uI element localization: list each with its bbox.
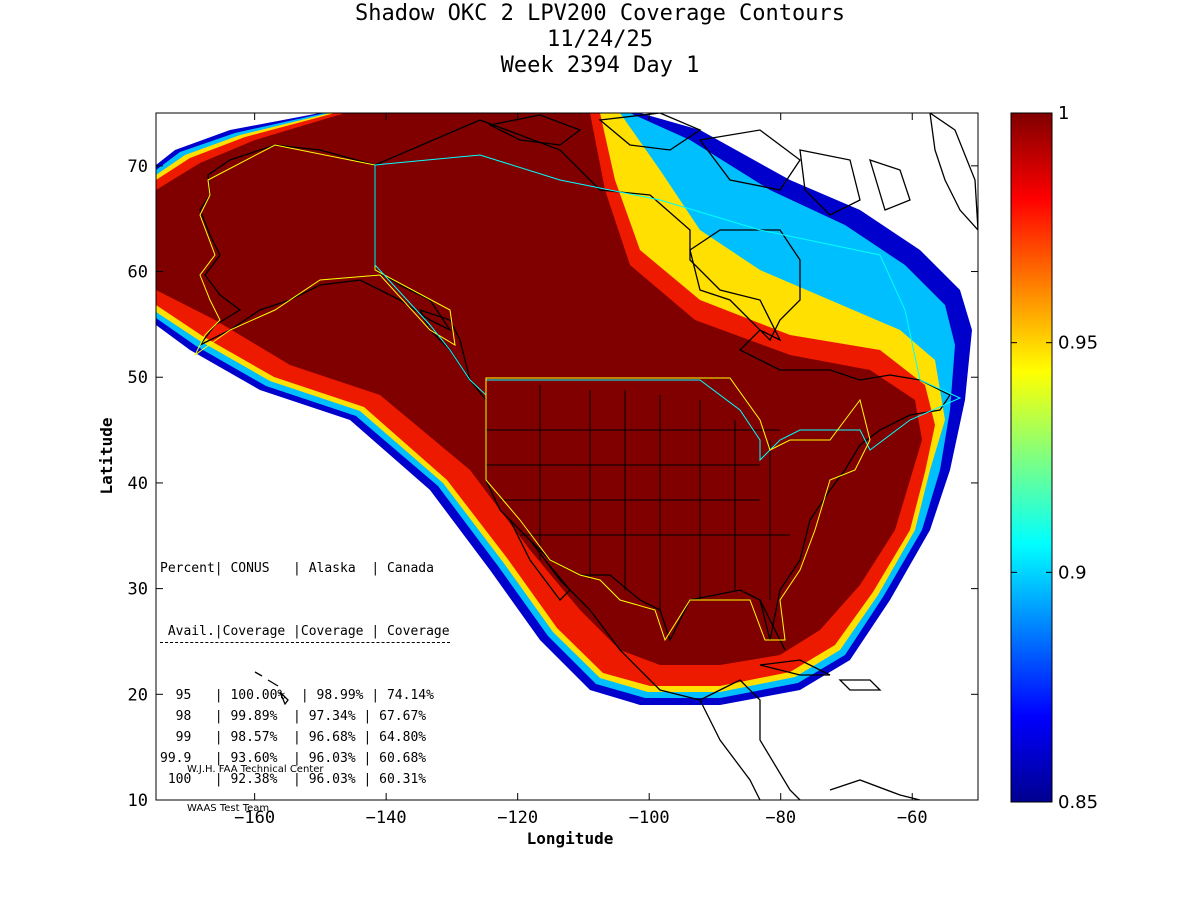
colorbar xyxy=(1010,112,1053,803)
plot-frame xyxy=(155,112,979,801)
table-row: 100 | 92.38% | 96.03% | 60.31% xyxy=(160,772,427,787)
x-tick-label: −60 xyxy=(897,808,928,828)
y-tick-label: 60 xyxy=(128,263,148,283)
table-header-1: Percent| CONUS | Alaska | Canada xyxy=(160,561,434,576)
alaska-boundary xyxy=(194,144,456,356)
table-row: 99 | 98.57% | 96.68% | 64.80% xyxy=(160,730,427,745)
coverage-contours xyxy=(156,113,972,705)
y-tick-label: 10 xyxy=(128,791,148,811)
colorbar-tick-label: 0.9 xyxy=(1058,562,1087,583)
table-rows: 95 | 100.00% | 98.99% | 74.14% 98 | 99.8… xyxy=(160,685,450,790)
table-row: 95 | 100.00% | 98.99% | 74.14% xyxy=(160,688,434,703)
table-row: 98 | 99.89% | 97.34% | 67.67% xyxy=(160,709,427,724)
plot-title-line1: Shadow OKC 2 LPV200 Coverage Contours xyxy=(354,1,846,26)
x-axis-label: Longitude xyxy=(527,829,614,848)
x-tick-label: −80 xyxy=(765,808,796,828)
y-ticks: 10 20 30 40 50 60 70 xyxy=(128,157,978,811)
x-tick-label: −100 xyxy=(629,808,670,828)
colorbar-ticks: 1 0.95 0.9 0.85 xyxy=(1011,103,1098,813)
plot-title-line3: Week 2394 Day 1 xyxy=(500,53,700,78)
colorbar-tick-label: 0.85 xyxy=(1058,792,1098,813)
coverage-table: Percent| CONUS | Alaska | Canada Avail.|… xyxy=(160,516,450,811)
credit-line1: W.J.H. FAA Technical Center xyxy=(187,764,324,775)
x-tick-label: −160 xyxy=(234,808,275,828)
conus-boundary xyxy=(485,377,871,642)
y-axis-label: Latitude xyxy=(97,417,116,494)
y-tick-label: 30 xyxy=(128,580,148,600)
y-tick-label: 20 xyxy=(128,685,148,705)
y-tick-label: 40 xyxy=(128,474,148,494)
table-row: 99.9 | 93.60% | 96.03% | 60.68% xyxy=(160,751,427,766)
x-tick-label: −120 xyxy=(497,808,538,828)
y-tick-label: 70 xyxy=(128,157,148,177)
canada-boundary xyxy=(374,154,962,462)
x-ticks: −160 −140 −120 −100 −80 −60 xyxy=(234,113,928,828)
service-boundaries xyxy=(194,144,962,642)
credit: W.J.H. FAA Technical Center WAAS Test Te… xyxy=(187,737,323,828)
table-header-2: Avail.|Coverage |Coverage | Coverage xyxy=(160,621,450,643)
credit-line2: WAAS Test Team xyxy=(187,803,270,814)
state-borders xyxy=(486,385,790,610)
colorbar-tick-label: 1 xyxy=(1058,103,1069,124)
x-tick-label: −140 xyxy=(366,808,407,828)
colorbar-tick-label: 0.95 xyxy=(1058,333,1098,354)
contour-1-0 xyxy=(156,113,922,665)
y-tick-label: 50 xyxy=(128,368,148,388)
plot-title-line2: 11/24/25 xyxy=(547,27,653,52)
